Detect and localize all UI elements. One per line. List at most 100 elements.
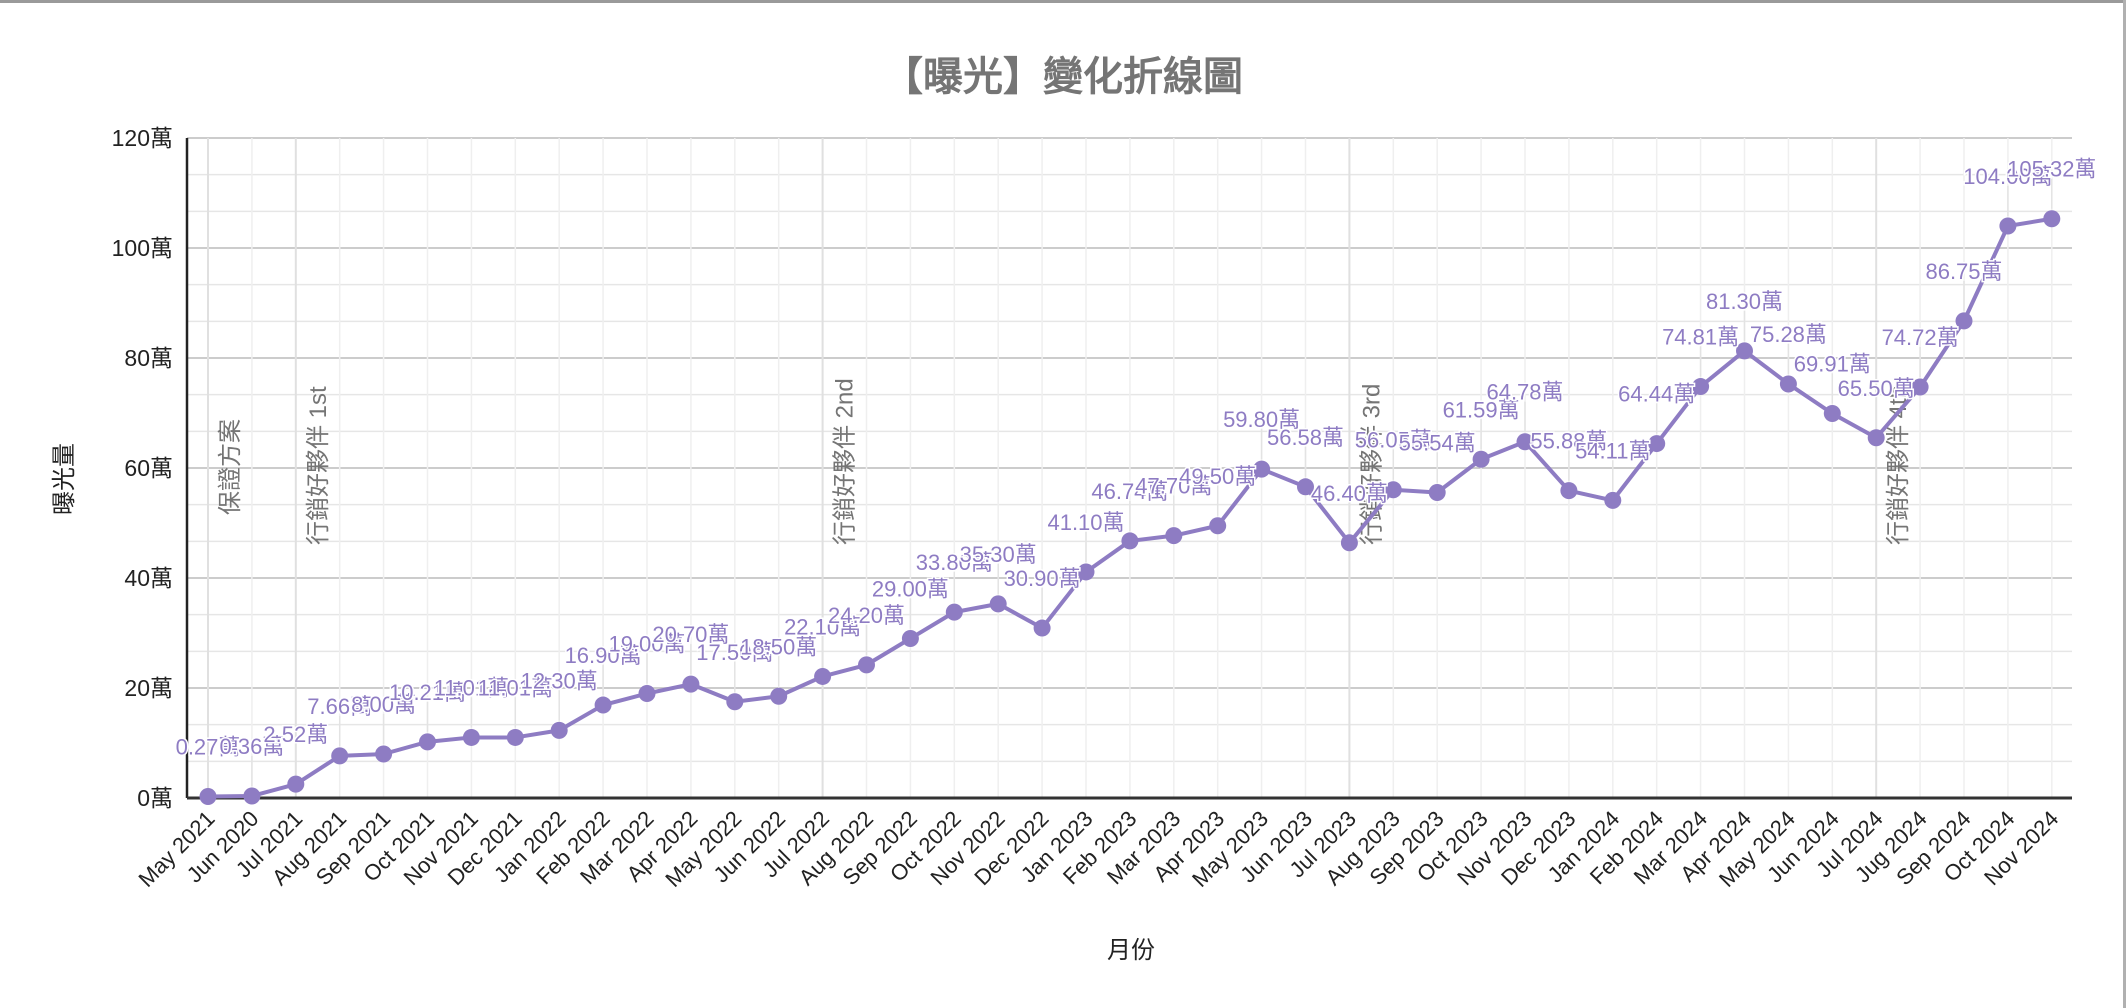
data-label: 75.28萬	[1750, 322, 1827, 347]
data-label: 20.70萬	[652, 622, 729, 647]
gridlines	[187, 137, 2072, 799]
top-border	[0, 0, 2126, 3]
data-point[interactable]	[1648, 435, 1666, 453]
y-tick-label: 120萬	[112, 125, 173, 151]
data-label: 86.75萬	[1925, 259, 2002, 284]
data-point[interactable]	[1911, 378, 1929, 396]
y-tick-label: 40萬	[124, 565, 173, 591]
right-border	[2123, 0, 2126, 1008]
data-label: 54.11萬	[1575, 438, 1650, 463]
data-point[interactable]	[1077, 563, 1095, 581]
annotation-label: 行銷好夥伴 1st	[305, 386, 332, 545]
data-point[interactable]	[1297, 478, 1314, 496]
y-tick-label: 100萬	[112, 235, 173, 261]
data-point[interactable]	[901, 630, 919, 647]
data-point[interactable]	[945, 603, 963, 621]
data-point[interactable]	[1999, 217, 2017, 235]
data-label: 33.80萬	[916, 550, 993, 575]
data-label: 8.00萬	[351, 692, 416, 717]
x-axis-title: 月份	[1107, 937, 1155, 964]
data-label: 81.30萬	[1706, 289, 1783, 314]
data-point[interactable]	[1867, 429, 1885, 447]
data-label: 24.20萬	[828, 603, 905, 628]
data-label: 12.30萬	[521, 668, 598, 693]
data-point[interactable]	[1560, 482, 1578, 500]
data-label: 55.54萬	[1399, 431, 1476, 456]
data-point[interactable]	[1165, 527, 1183, 545]
data-point[interactable]	[419, 733, 436, 751]
chart-title: 【曝光】變化折線圖	[883, 55, 1243, 99]
data-point[interactable]	[1692, 378, 1710, 396]
y-tick-label: 0萬	[137, 785, 173, 811]
axes	[185, 138, 2072, 800]
data-label: 18.50萬	[740, 634, 817, 659]
data-label: 35.30萬	[960, 542, 1037, 567]
data-label: 47.70萬	[1135, 474, 1212, 499]
data-point[interactable]	[814, 667, 832, 685]
data-point[interactable]	[1516, 433, 1534, 451]
data-point[interactable]	[1955, 312, 1973, 330]
data-point[interactable]	[638, 685, 656, 702]
series-exposure	[199, 210, 2061, 806]
data-point[interactable]	[1604, 491, 1622, 509]
data-point[interactable]	[1121, 532, 1139, 550]
annotation-label: 行銷好夥伴 2nd	[832, 378, 859, 545]
data-point[interactable]	[989, 595, 1007, 613]
data-label: 17.50萬	[696, 640, 773, 665]
data-point[interactable]	[1736, 342, 1753, 360]
data-point[interactable]	[1823, 404, 1841, 422]
data-point[interactable]	[682, 675, 700, 693]
data-point[interactable]	[243, 787, 261, 805]
data-label: 69.91萬	[1794, 351, 1871, 376]
data-label: 0.36萬	[219, 734, 284, 759]
data-point[interactable]	[462, 728, 480, 746]
data-point[interactable]	[1384, 481, 1402, 499]
data-point[interactable]	[770, 687, 788, 705]
data-label: 11.01萬	[434, 675, 509, 700]
data-label: 74.81萬	[1662, 325, 1739, 350]
y-axis-ticks: 0萬 20萬 40萬 60萬 80萬 100萬 120萬	[112, 125, 173, 811]
data-label: 65.50萬	[1838, 376, 1915, 401]
annotation-label: 行銷好夥伴 3rd	[1358, 384, 1385, 545]
data-label: 41.10萬	[1047, 510, 1124, 535]
data-label: 16.90萬	[565, 643, 642, 668]
data-point[interactable]	[199, 788, 217, 806]
data-point[interactable]	[331, 747, 349, 765]
data-label: 10.21萬	[389, 680, 466, 705]
data-label: 49.50萬	[1179, 464, 1256, 489]
data-label: 59.80萬	[1223, 407, 1300, 432]
data-label: 7.66萬	[307, 694, 372, 719]
data-label: 0.27萬	[176, 735, 241, 760]
data-point[interactable]	[1253, 460, 1271, 478]
data-point[interactable]	[858, 656, 875, 674]
y-tick-label: 80萬	[124, 345, 173, 371]
data-label: 19.00萬	[608, 632, 685, 657]
data-point[interactable]	[506, 728, 524, 746]
data-label: 56.05萬	[1355, 428, 1432, 453]
data-label: 46.40萬	[1311, 481, 1388, 506]
data-labels: 0.27萬0.36萬2.52萬7.66萬8.00萬10.21萬11.01萬11.…	[174, 155, 2098, 787]
data-point[interactable]	[287, 775, 305, 793]
data-label: 74.72萬	[1882, 325, 1959, 350]
data-point[interactable]	[1428, 484, 1446, 502]
data-point[interactable]	[594, 696, 612, 714]
data-label: 104.00萬	[1963, 164, 2052, 189]
y-tick-label: 20萬	[124, 675, 173, 701]
data-point[interactable]	[1209, 517, 1227, 535]
data-point[interactable]	[1033, 619, 1051, 637]
data-point[interactable]	[550, 721, 568, 739]
data-label: 2.52萬	[263, 722, 328, 747]
data-label: 61.59萬	[1443, 397, 1520, 422]
data-label: 64.78萬	[1486, 380, 1563, 405]
data-label: 105.32萬	[2007, 157, 2096, 182]
data-point[interactable]	[1340, 534, 1358, 552]
data-point[interactable]	[375, 745, 393, 763]
data-point[interactable]	[726, 693, 744, 711]
data-point[interactable]	[2043, 210, 2061, 228]
data-point[interactable]	[1779, 375, 1797, 393]
annotation-label: 保證方案	[217, 419, 244, 515]
data-label: 11.01萬	[478, 675, 553, 700]
data-point[interactable]	[1472, 450, 1490, 468]
